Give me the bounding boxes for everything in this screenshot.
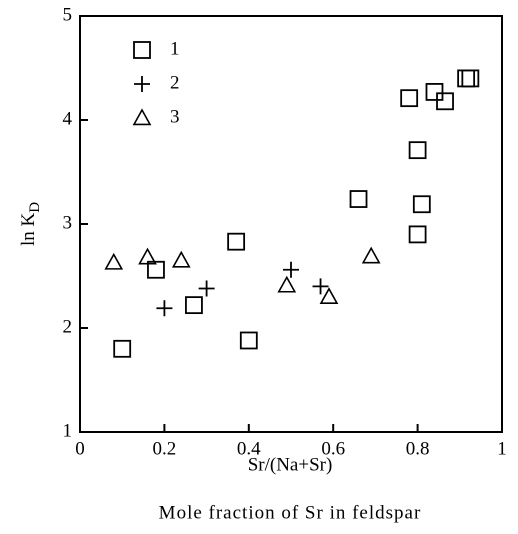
x-axis-label: Sr/(Na+Sr) — [248, 454, 333, 475]
square-marker — [349, 190, 368, 208]
square-marker — [408, 225, 427, 244]
triangle-marker — [138, 247, 157, 265]
x-tick-label: 0 — [75, 438, 85, 459]
square-marker — [461, 69, 480, 88]
triangle-marker — [361, 246, 381, 264]
legend-marker — [132, 108, 152, 126]
y-tick-label: 5 — [63, 4, 73, 25]
legend-marker — [133, 41, 151, 59]
x-tick-label: 0.2 — [153, 438, 177, 459]
square-marker — [147, 260, 165, 279]
square-marker — [185, 296, 203, 315]
caption: Mole fraction of Sr in feldspar — [159, 502, 422, 523]
x-tick-label: 1 — [497, 438, 507, 459]
square-marker — [113, 339, 132, 358]
plus-marker — [312, 278, 329, 295]
triangle-marker — [319, 287, 339, 304]
square-marker — [227, 232, 246, 251]
legend-label: 1 — [170, 38, 180, 59]
plus-marker — [156, 300, 173, 317]
x-tick-label: 0.4 — [237, 438, 261, 459]
triangle-marker — [104, 252, 124, 270]
y-axis-label: ln KD — [18, 202, 43, 246]
y-label-main: ln K — [18, 213, 39, 247]
y-tick-label: 4 — [63, 108, 73, 129]
square-marker — [239, 331, 258, 350]
legend-label: 3 — [170, 106, 180, 127]
square-marker — [457, 69, 476, 88]
x-tick-label: 0.6 — [321, 438, 345, 459]
y-tick-label: 3 — [63, 212, 73, 233]
legend-marker — [134, 76, 150, 92]
legend-label: 2 — [170, 72, 180, 93]
square-marker — [436, 92, 454, 111]
plus-marker — [198, 280, 215, 297]
square-marker — [408, 141, 427, 160]
square-marker — [425, 83, 444, 101]
x-tick-label: 0.8 — [406, 438, 430, 459]
triangle-marker — [277, 275, 297, 293]
y-tick-label: 2 — [63, 316, 73, 337]
plus-marker — [283, 261, 299, 278]
square-marker — [400, 89, 419, 108]
y-tick-label: 1 — [63, 420, 73, 441]
plot-frame — [79, 15, 503, 433]
triangle-marker — [171, 250, 191, 268]
square-marker — [412, 195, 431, 214]
y-label-sub: D — [27, 202, 43, 213]
